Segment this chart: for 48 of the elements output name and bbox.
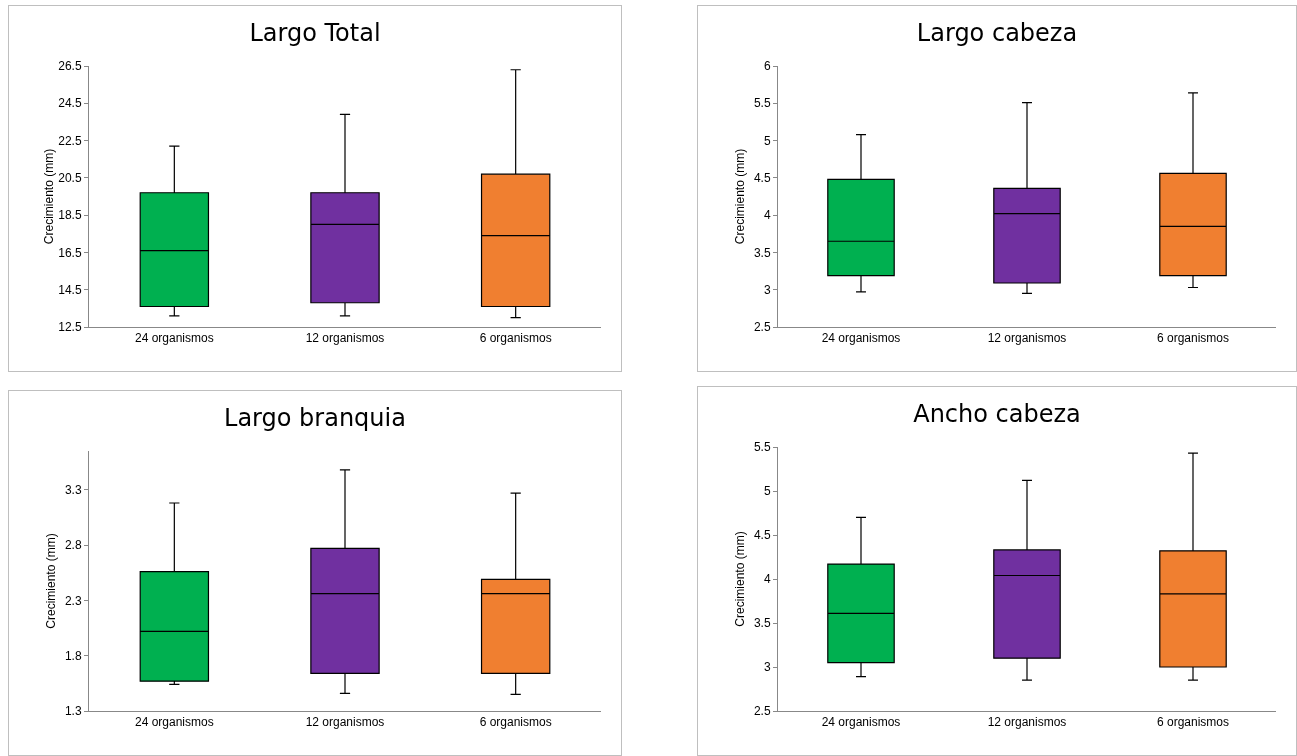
y-tick-label: 3 (763, 660, 771, 675)
y-tick-label: 3 (763, 282, 771, 297)
y-tick-label: 5 (763, 484, 771, 499)
y-tick-label: 14.5 (58, 282, 82, 297)
y-tick-label: 5 (763, 133, 771, 148)
y-tick-label: 24.5 (58, 96, 82, 111)
y-tick-label: 12.5 (58, 320, 82, 335)
y-tick-label: 3.3 (64, 482, 82, 497)
y-tick-label: 20.5 (58, 171, 82, 186)
x-tick-label: 6 organismos (1156, 331, 1230, 346)
y-tick-label: 4.5 (753, 171, 771, 186)
y-tick-label: 4.5 (753, 528, 771, 543)
y-tick-label: 2.5 (753, 704, 771, 719)
y-tick-label: 2.8 (64, 538, 82, 553)
chart-title: Largo cabeza (916, 19, 1078, 48)
x-tick-label: 6 organismos (479, 715, 552, 730)
y-tick-label: 3.5 (753, 245, 771, 260)
y-axis-title: Crecimiento (mm) (42, 148, 57, 245)
y-tick-label: 26.5 (58, 59, 82, 74)
y-tick-label: 16.5 (58, 245, 82, 260)
x-tick-label: 12 organismos (305, 715, 385, 730)
y-tick-label: 5.5 (753, 440, 771, 455)
y-tick-label: 18.5 (58, 208, 82, 223)
y-tick-label: 5.5 (753, 96, 771, 111)
chart-title: Ancho cabeza (913, 400, 1081, 429)
x-tick-label: 24 organismos (134, 331, 214, 346)
y-tick-label: 1.3 (64, 704, 82, 719)
y-tick-label: 1.8 (64, 648, 82, 663)
y-axis-title: Crecimiento (mm) (733, 148, 747, 245)
y-axis-title: Crecimiento (mm) (733, 531, 747, 627)
y-tick-label: 6 (763, 59, 771, 74)
x-tick-label: 24 organismos (134, 715, 214, 730)
x-tick-label: 24 organismos (821, 331, 901, 346)
x-tick-label: 12 organismos (987, 331, 1067, 346)
x-tick-label: 12 organismos (305, 331, 385, 346)
x-tick-label: 24 organismos (821, 715, 901, 730)
y-tick-label: 2.5 (753, 320, 771, 335)
chart-title: Largo branquia (224, 404, 406, 432)
y-tick-label: 22.5 (58, 133, 82, 148)
chart-title: Largo Total (249, 19, 381, 48)
y-axis-title: Crecimiento (mm) (44, 533, 58, 629)
y-tick-label: 4 (763, 208, 771, 223)
y-tick-label: 4 (763, 572, 771, 587)
y-tick-label: 3.5 (753, 616, 771, 631)
y-tick-label: 2.3 (64, 593, 82, 608)
x-tick-label: 12 organismos (987, 715, 1067, 730)
x-tick-label: 6 organismos (1156, 715, 1230, 730)
x-tick-label: 6 organismos (479, 331, 552, 346)
